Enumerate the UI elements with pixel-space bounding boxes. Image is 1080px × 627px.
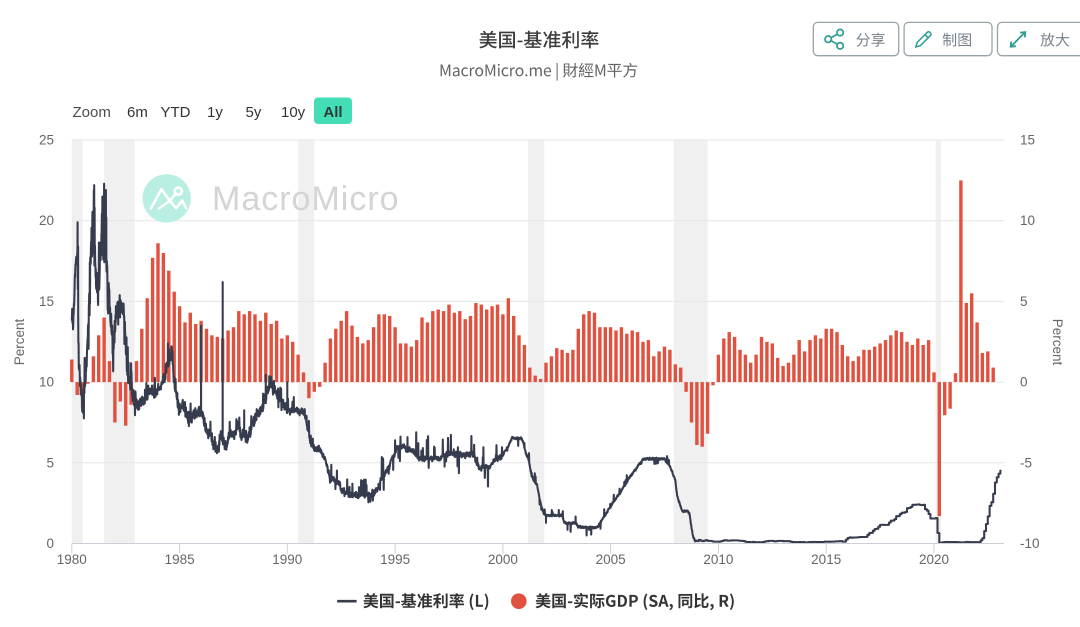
- svg-text:5y: 5y: [246, 104, 262, 121]
- svg-text:6m: 6m: [127, 104, 148, 121]
- svg-text:1y: 1y: [207, 104, 223, 121]
- svg-text:2010: 2010: [703, 552, 733, 567]
- svg-text:All: All: [323, 104, 342, 121]
- svg-text:1995: 1995: [380, 552, 410, 567]
- svg-text:Percent: Percent: [12, 318, 27, 365]
- svg-text:1980: 1980: [57, 552, 87, 567]
- svg-text:2005: 2005: [596, 552, 626, 567]
- svg-text:1985: 1985: [165, 552, 195, 567]
- svg-text:10y: 10y: [281, 104, 306, 121]
- svg-text:Zoom: Zoom: [73, 104, 111, 121]
- svg-text:15: 15: [1020, 133, 1035, 148]
- svg-text:Percent: Percent: [1050, 319, 1065, 366]
- svg-text:10: 10: [39, 375, 54, 390]
- svg-text:15: 15: [39, 294, 54, 309]
- svg-text:0: 0: [46, 536, 54, 551]
- svg-text:MacroMicro: MacroMicro: [212, 180, 400, 218]
- svg-text:YTD: YTD: [161, 104, 191, 121]
- svg-text:2015: 2015: [811, 552, 841, 567]
- svg-text:2020: 2020: [919, 552, 949, 567]
- svg-text:0: 0: [1020, 375, 1028, 390]
- svg-text:1990: 1990: [272, 552, 302, 567]
- svg-text:25: 25: [39, 133, 54, 148]
- svg-text:20: 20: [39, 213, 54, 228]
- svg-text:-10: -10: [1020, 536, 1040, 551]
- svg-text:5: 5: [1020, 294, 1028, 309]
- svg-text:-5: -5: [1020, 455, 1032, 470]
- svg-text:10: 10: [1020, 213, 1035, 228]
- svg-text:2000: 2000: [488, 552, 518, 567]
- svg-text:5: 5: [46, 455, 54, 470]
